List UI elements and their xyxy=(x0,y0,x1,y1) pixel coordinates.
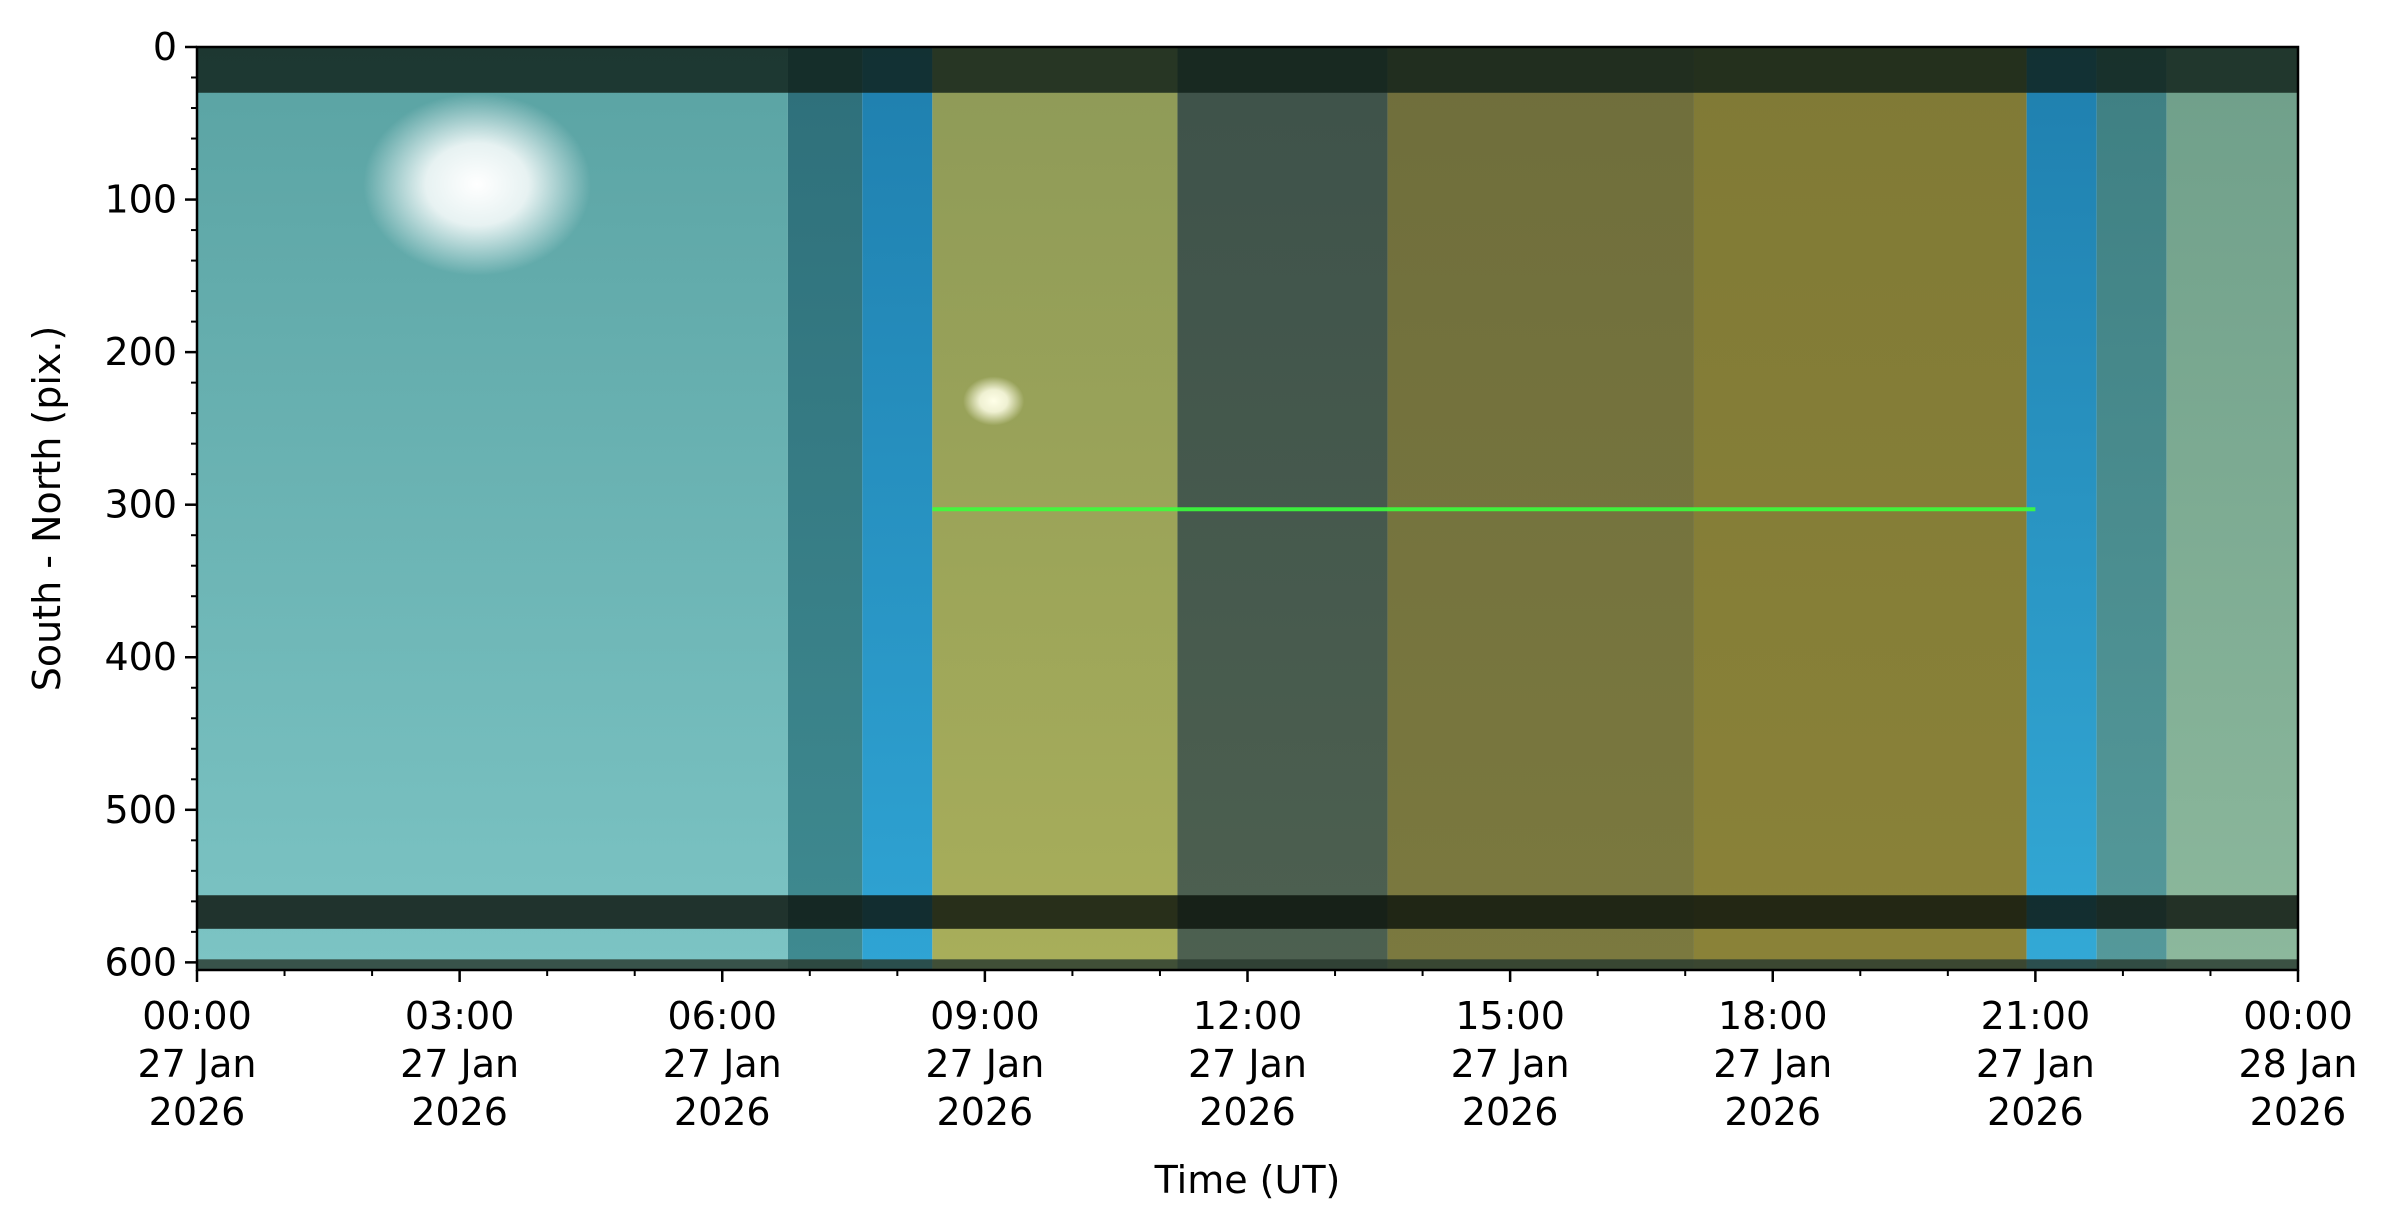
x-tick-label: 2026 xyxy=(1199,1090,1296,1134)
x-tick-label: 2026 xyxy=(411,1090,508,1134)
x-tick-label: 03:00 xyxy=(405,994,515,1038)
bright-spot xyxy=(962,376,1025,426)
x-tick-label: 2026 xyxy=(937,1090,1034,1134)
x-tick-label: 27 Jan xyxy=(400,1042,519,1086)
x-tick-label: 27 Jan xyxy=(925,1042,1044,1086)
x-tick-label: 21:00 xyxy=(1981,994,2091,1038)
bright-spot xyxy=(363,93,591,276)
x-tick-label: 00:00 xyxy=(142,994,252,1038)
dark-band xyxy=(197,47,2298,93)
time-band xyxy=(2166,47,2298,970)
x-tick-label: 2026 xyxy=(1462,1090,1559,1134)
y-tick-label: 400 xyxy=(104,635,177,679)
y-tick-label: 500 xyxy=(104,788,177,832)
x-tick-label: 27 Jan xyxy=(137,1042,256,1086)
y-axis-label: South - North (pix.) xyxy=(25,326,69,692)
x-tick-label: 27 Jan xyxy=(663,1042,782,1086)
x-tick-label: 00:00 xyxy=(2243,994,2353,1038)
x-tick-label: 2026 xyxy=(149,1090,246,1134)
x-tick-label: 09:00 xyxy=(930,994,1040,1038)
y-axis: 0 100 200 300 400 500 600 xyxy=(104,25,197,984)
x-tick-label: 18:00 xyxy=(1718,994,1828,1038)
y-tick-label: 0 xyxy=(153,25,177,69)
y-tick-label: 300 xyxy=(104,483,177,527)
keogram-image xyxy=(197,47,2298,970)
x-tick-label: 06:00 xyxy=(667,994,777,1038)
x-tick-label: 2026 xyxy=(674,1090,771,1134)
x-tick-label: 15:00 xyxy=(1455,994,1565,1038)
y-tick-label: 200 xyxy=(104,330,177,374)
x-tick-label: 2026 xyxy=(2250,1090,2347,1134)
y-tick-label: 600 xyxy=(104,940,177,984)
dark-band xyxy=(197,895,2298,929)
x-tick-label: 27 Jan xyxy=(1713,1042,1832,1086)
time-band xyxy=(2096,47,2167,970)
dark-band xyxy=(197,959,2298,970)
y-tick-label: 100 xyxy=(104,178,177,222)
x-tick-label: 27 Jan xyxy=(1188,1042,1307,1086)
time-band xyxy=(862,47,933,970)
time-band xyxy=(2026,47,2097,970)
x-tick-label: 27 Jan xyxy=(1976,1042,2095,1086)
x-tick-label: 27 Jan xyxy=(1451,1042,1570,1086)
x-axis-label: Time (UT) xyxy=(1154,1158,1341,1202)
x-tick-label: 28 Jan xyxy=(2238,1042,2357,1086)
time-band xyxy=(787,47,863,970)
x-tick-label: 2026 xyxy=(1724,1090,1821,1134)
x-tick-label: 2026 xyxy=(1987,1090,2084,1134)
x-tick-label: 12:00 xyxy=(1193,994,1303,1038)
